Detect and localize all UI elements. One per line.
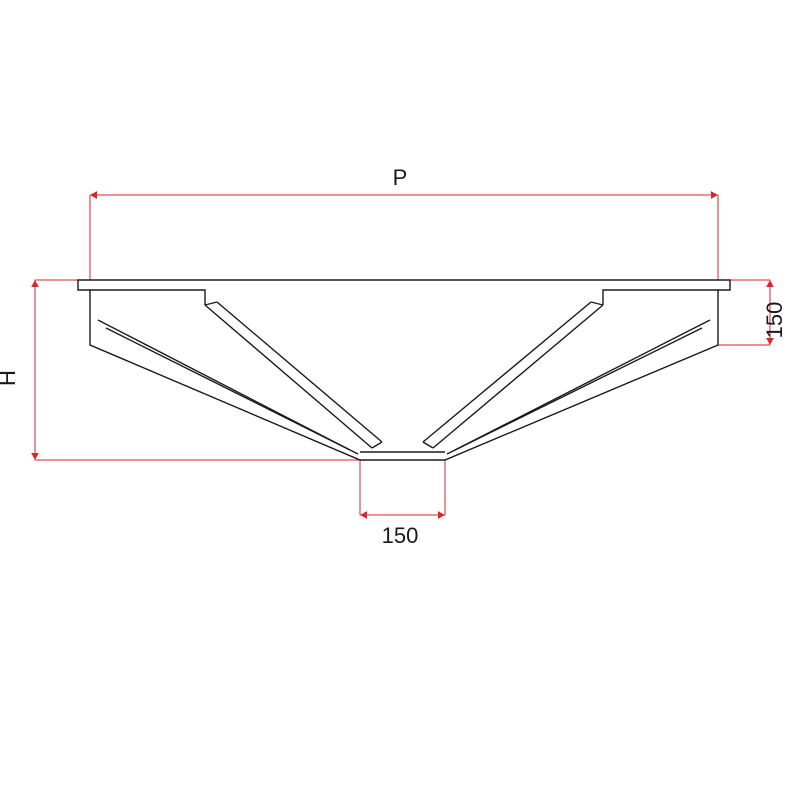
dim-label-b150: 150 xyxy=(382,523,419,548)
hood-outer-profile xyxy=(78,280,730,460)
dim-label-v150: 150 xyxy=(762,302,787,339)
dim-label-p: P xyxy=(393,165,408,190)
dim-label-h: H xyxy=(0,370,20,386)
technical-drawing: P H 150 150 xyxy=(0,0,800,800)
